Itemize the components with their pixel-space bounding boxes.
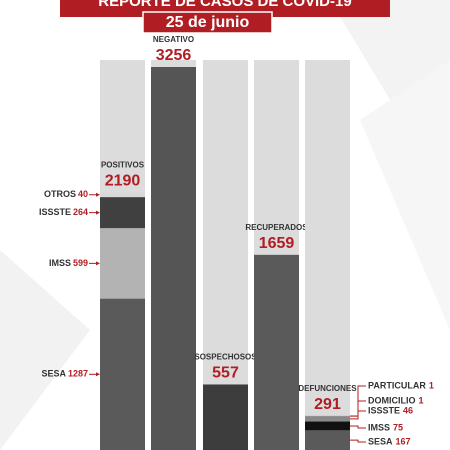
segment-value: 46 [403, 405, 413, 415]
background-shape [0, 250, 90, 450]
segment-name: ISSSTE [368, 405, 400, 415]
bar-label: NEGATIVO [153, 35, 194, 44]
segment-value: 1 [419, 395, 424, 405]
bar-background [305, 60, 350, 450]
bar-label: POSITIVOS [101, 161, 145, 170]
bar [151, 67, 196, 450]
segment [100, 298, 145, 450]
arrow [96, 372, 100, 377]
leader [350, 425, 366, 429]
segment-name: PARTICULAR [368, 380, 426, 390]
bar-label: SOSPECHOSOS [194, 353, 257, 362]
segment-name: SESA [368, 436, 393, 446]
bar-value: 291 [314, 396, 341, 413]
segment-value: 167 [396, 436, 411, 446]
bar-label: RECUPERADOS [245, 223, 308, 232]
leader [350, 385, 366, 417]
bar-value: 3256 [156, 47, 192, 64]
segment [100, 192, 145, 198]
segment-name: IMSS [49, 258, 71, 268]
bar-label: DEFUNCIONES [298, 384, 357, 393]
date: 25 de junio [166, 14, 250, 31]
segment [305, 416, 350, 422]
segment [305, 421, 350, 431]
bar-value: 557 [212, 365, 239, 382]
bar-value: 1659 [259, 235, 295, 252]
segment-name: SESA [41, 369, 66, 379]
bar-value: 2190 [105, 173, 141, 190]
segment-name: DOMICILIO [368, 395, 416, 405]
date-banner [142, 11, 273, 34]
segment-value: 40 [78, 189, 88, 199]
segment-value: 264 [73, 207, 88, 217]
segment-value: 75 [393, 422, 403, 432]
segment-value: 599 [73, 258, 88, 268]
segment-name: OTROS [44, 189, 76, 199]
segment-name: IMSS [368, 422, 390, 432]
segment [305, 430, 350, 450]
bar [203, 384, 248, 450]
leader [350, 439, 366, 443]
segment-value: 1287 [68, 369, 88, 379]
arrow [96, 192, 100, 197]
segment [100, 197, 145, 229]
bar [254, 254, 299, 450]
arrow [96, 261, 100, 266]
background-shape [360, 60, 450, 330]
segment-name: ISSSTE [39, 207, 71, 217]
title: REPORTE DE CASOS DE COVID-19 [98, 0, 351, 10]
segment [100, 228, 145, 299]
segment-value: 1 [429, 380, 434, 390]
arrow [96, 210, 100, 215]
